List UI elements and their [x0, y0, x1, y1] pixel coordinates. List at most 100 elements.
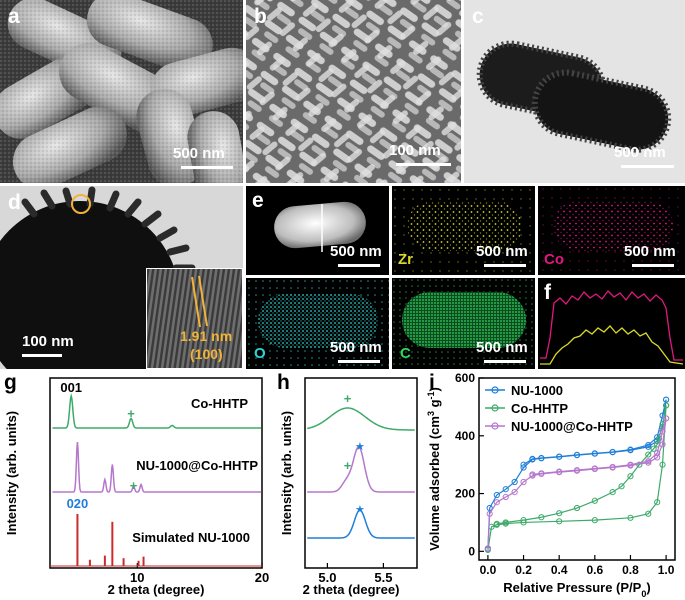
isotherm-point [486, 504, 493, 512]
scale-bar-a [181, 166, 233, 169]
x-tick-label-i: 0.8 [622, 563, 639, 577]
x-axis-label-main: Relative Pressure (P/P [503, 580, 641, 595]
isotherm-point [591, 465, 598, 472]
x-axis-label-g: 2 theta (degree) [108, 582, 205, 597]
isotherm-point [484, 545, 492, 553]
scale-bar-label-e4: 500 nm [330, 339, 382, 356]
isotherm-point [529, 471, 536, 478]
legend-marker [491, 422, 499, 430]
y-axis-label-sup2: -1 [426, 391, 436, 399]
isotherm-line-des [532, 418, 667, 476]
isotherm-point [627, 473, 634, 480]
isotherm-point [529, 455, 536, 462]
isotherm-point [538, 454, 545, 462]
x-tick-label-i: 0.2 [515, 563, 532, 577]
y-tick-label-i: 0 [468, 544, 475, 558]
legend-label: Co-HHTP [511, 401, 568, 416]
isotherm-point [591, 450, 598, 457]
scale-bar-e5 [484, 360, 526, 363]
series-label-composite: NU-1000@Co-HHTP [136, 458, 258, 473]
peak-label-001: 001 [60, 380, 82, 395]
peak-marker-h-star1: ★ [355, 441, 365, 453]
panel-label-h: h [277, 371, 290, 394]
peak-marker-g2: + [130, 478, 138, 493]
isotherm-point [609, 448, 616, 456]
peak-marker-g1: + [127, 406, 135, 421]
isotherm-point [645, 441, 652, 449]
isotherm-point [645, 451, 652, 458]
isotherm-point [627, 514, 634, 521]
series-line-h-2 [307, 509, 415, 539]
series-line-composite [52, 441, 262, 493]
y-tick-label-i: 600 [455, 371, 475, 385]
isotherm-point [662, 402, 670, 409]
isotherm-point [654, 450, 661, 457]
peak-label-020: 020 [67, 496, 89, 511]
lattice-fringes-image [147, 269, 242, 368]
isotherm-point [556, 510, 563, 517]
y-tick-label-i: 400 [455, 429, 475, 443]
isotherm-point [662, 396, 670, 403]
panel-label-c: c [472, 5, 484, 28]
eds-zr-map: Zr 500 nm [392, 186, 535, 275]
isotherm-point [502, 519, 509, 526]
eds-o-map: O 500 nm [246, 278, 389, 369]
x-tick-label-h: 5.5 [374, 570, 392, 585]
y-axis-label-h: Intensity (arb. units) [279, 411, 294, 535]
y-axis-label-mid: g [427, 399, 442, 411]
lattice-plane-label: (100) [190, 346, 223, 362]
legend-marker [491, 386, 499, 394]
isotherm-point [556, 453, 563, 460]
panel-d-tem-image: d 100 nm 1.91 nm (100) [0, 186, 243, 369]
isotherm-point [493, 520, 500, 527]
tem-rods-image [464, 0, 685, 183]
panel-label-e: e [252, 189, 264, 212]
eds-co-map: Co 500 nm [538, 186, 685, 275]
isotherm-point [645, 458, 652, 465]
isotherm-line-ads [487, 405, 667, 550]
scale-bar-label-e1: 500 nm [330, 243, 382, 260]
scale-bar-e1 [338, 264, 380, 267]
highlight-circle [71, 194, 91, 214]
scale-bar-label-e2: 500 nm [476, 243, 528, 260]
x-tick-label-g: 20 [255, 570, 269, 585]
plot-frame-h [304, 377, 418, 569]
y-axis-label-g: Intensity (arb. units) [4, 411, 19, 535]
isotherm-point [650, 445, 657, 452]
isotherm-point [520, 461, 527, 468]
isotherm-point [659, 461, 666, 468]
element-label-co: Co [544, 251, 564, 268]
scale-bar-label-a: 500 nm [173, 145, 225, 162]
panel-label-b: b [254, 5, 267, 28]
x-axis-label-sub: 0 [641, 589, 646, 599]
xrd-chart-h: 5.0 5.52 theta (degree) Intensity (arb. un… [279, 377, 418, 597]
panel-h-xrd-zoom-chart: 5.0 5.5 2 theta (degree) Intensity (arb. un… [275, 370, 425, 600]
panel-label-i: i [429, 371, 435, 394]
isotherm-point [573, 504, 581, 512]
scale-bar-e4 [338, 360, 380, 363]
isotherm-point [627, 461, 634, 468]
scale-bar-c [621, 165, 674, 168]
isotherm-point [645, 443, 652, 450]
isotherm-point [573, 467, 581, 474]
scale-bar-e3 [632, 264, 674, 267]
isotherm-point [645, 510, 652, 517]
xrd-chart-g: 10 20 2 theta (degree) Intensity (arb. unit… [4, 377, 269, 597]
isotherm-point [655, 435, 663, 442]
eds-haadf-map: e 500 nm [246, 186, 389, 275]
scale-bar-e2 [484, 264, 526, 267]
isotherm-point [573, 451, 581, 458]
peak-marker-h-plus1: + [344, 391, 352, 406]
isotherm-chart-i: 0.0 0.2 0.4 0.6 0.8 1.0 0 200 400 600 Relative Pre… [426, 371, 676, 599]
isotherm-point [659, 428, 666, 435]
x-tick-label-i: 1.0 [658, 563, 675, 577]
y-axis-label-main: Volume adsorbed (cm [427, 416, 442, 551]
series-label-simulated: Simulated NU-1000 [132, 530, 250, 545]
panel-b-sem-image: b 100 nm [246, 0, 461, 183]
isotherm-point [486, 510, 493, 517]
x-tick-label-i: 0.0 [480, 563, 497, 577]
panel-a-sem-image: a 500 nm [0, 0, 243, 183]
isotherm-point [493, 491, 500, 499]
eds-c-map: C 500 nm [392, 278, 535, 369]
peak-marker-h-plus2: + [344, 458, 352, 473]
